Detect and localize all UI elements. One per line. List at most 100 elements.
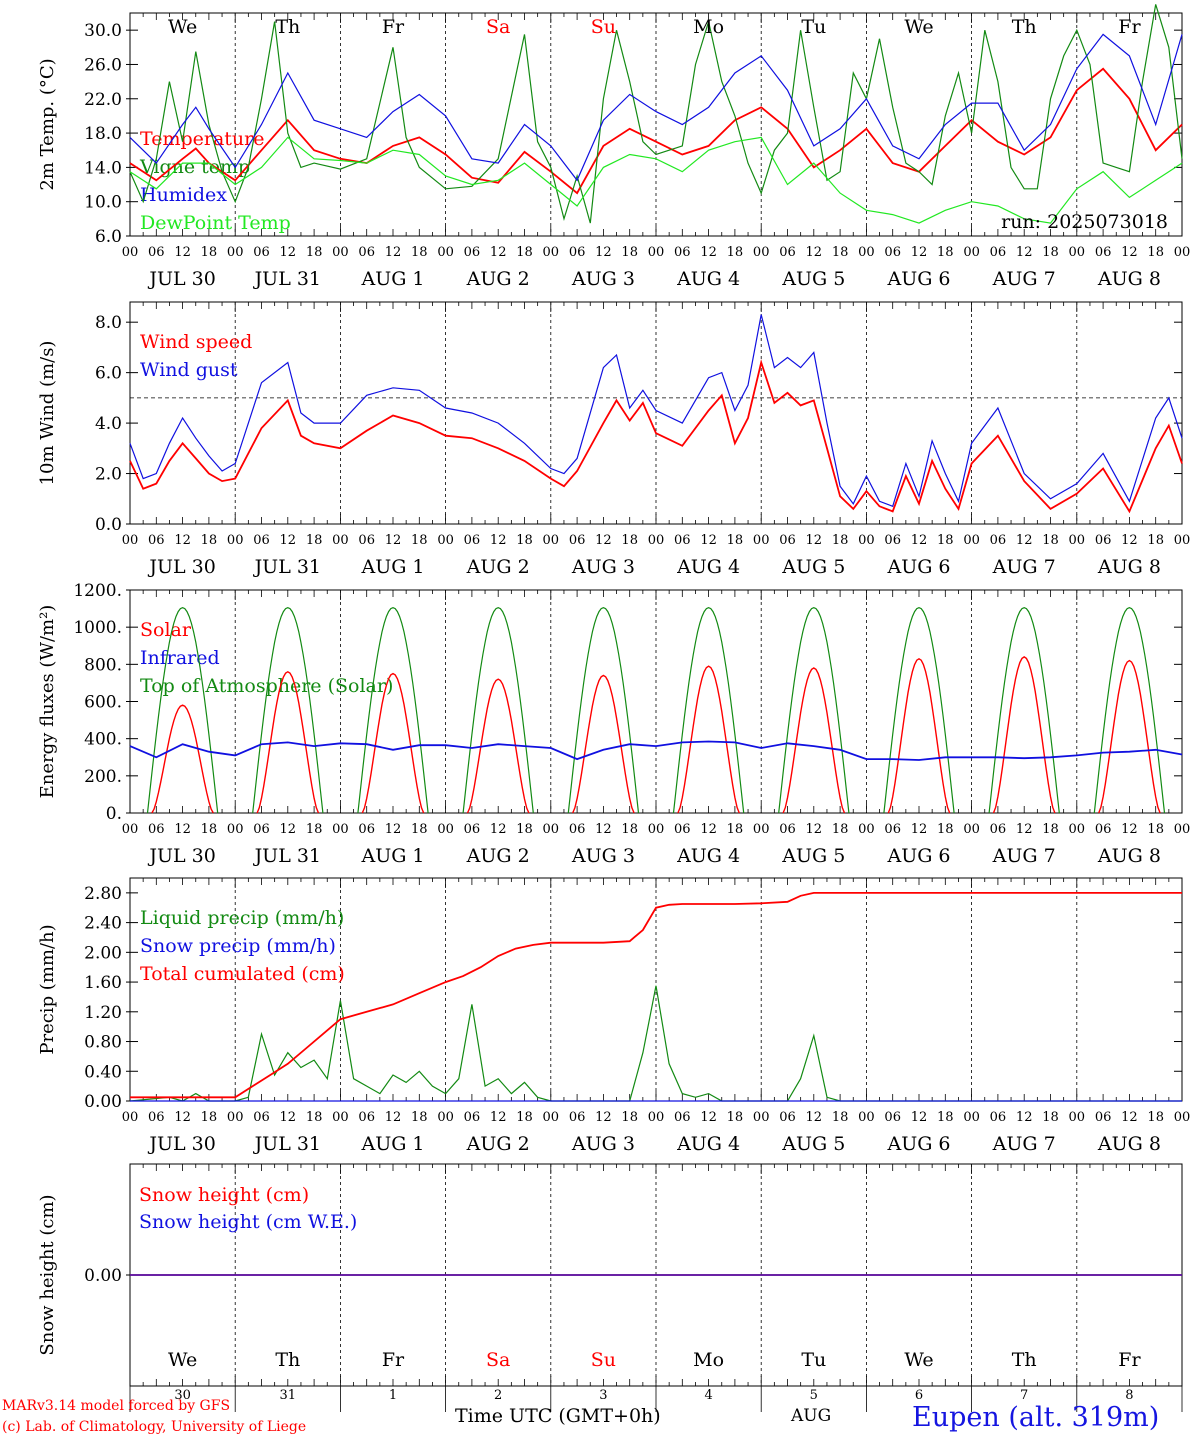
- energy-hour-label: 06: [569, 822, 586, 837]
- precip-hour-label: 18: [1147, 1110, 1164, 1125]
- temperature-hour-label: 12: [490, 245, 507, 260]
- snow-y-tick-label: 0.00: [84, 1266, 122, 1286]
- wind-hour-label: 00: [1174, 533, 1191, 548]
- day-number-label: 1: [389, 1388, 397, 1403]
- temperature-hour-label: 06: [253, 245, 270, 260]
- time-axis-label: Time UTC (GMT+0h): [455, 1405, 661, 1427]
- temperature-hour-label: 00: [332, 245, 349, 260]
- precip-hour-label: 00: [753, 1110, 770, 1125]
- energy-hour-label: 06: [253, 822, 270, 837]
- temperature-hour-label: 12: [1121, 245, 1138, 260]
- wind-hour-label: 12: [490, 533, 507, 548]
- model-credit-line1: MARv3.14 model forced by GFS: [2, 1398, 231, 1414]
- wind-hour-label: 18: [727, 533, 744, 548]
- day-number-label: 7: [1020, 1388, 1028, 1403]
- wind-hour-label: 00: [227, 533, 244, 548]
- temperature-hour-label: 00: [437, 245, 454, 260]
- wind-hour-label: 06: [990, 533, 1007, 548]
- temperature-hour-label: 18: [201, 245, 218, 260]
- energy-y-tick-label: 200.: [84, 767, 122, 787]
- wind-hour-label: 18: [832, 533, 849, 548]
- energy-legend-entry: Infrared: [140, 647, 220, 669]
- energy-y-tick-label: 1200.: [73, 581, 122, 601]
- wind-hour-label: 00: [543, 533, 560, 548]
- energy-hour-label: 00: [648, 822, 665, 837]
- temperature-hour-label: 18: [621, 245, 638, 260]
- temperature-hour-label: 06: [674, 245, 691, 260]
- energy-frame: [129, 589, 1183, 814]
- temperature-y-tick-label: 30.0: [84, 21, 122, 41]
- snow-y-axis-label: Snow height (cm): [37, 1194, 58, 1355]
- precip-hour-label: 12: [280, 1110, 297, 1125]
- energy-hour-label: 12: [174, 822, 191, 837]
- temperature-hour-label: 06: [779, 245, 796, 260]
- temperature-y-tick-label: 22.0: [84, 90, 122, 110]
- wind-date-label: JUL 30: [147, 556, 215, 578]
- weekday-label-bottom: Su: [591, 1349, 616, 1371]
- wind-hour-label: 06: [674, 533, 691, 548]
- precip-legend-entry: Snow precip (mm/h): [140, 935, 336, 957]
- energy-hour-label: 00: [858, 822, 875, 837]
- wind-hour-label: 18: [1147, 533, 1164, 548]
- temperature-hour-label: 12: [806, 245, 823, 260]
- precip-hour-label: 18: [306, 1110, 323, 1125]
- temperature-frame: [129, 12, 1183, 237]
- energy-hour-label: 12: [1016, 822, 1033, 837]
- energy-hour-label: 18: [1147, 822, 1164, 837]
- wind-y-tick-label: 4.0: [95, 414, 122, 434]
- temperature-hour-label: 18: [937, 245, 954, 260]
- wind-hour-label: 12: [806, 533, 823, 548]
- temperature-date-label: AUG 7: [992, 268, 1056, 290]
- energy-hour-label: 06: [884, 822, 901, 837]
- wind-series-wind-gust: [129, 314, 1183, 508]
- temperature-date-label: JUL 31: [253, 268, 321, 290]
- precip-hour-label: 12: [174, 1110, 191, 1125]
- wind-hour-label: 12: [700, 533, 717, 548]
- temperature-hour-label: 00: [858, 245, 875, 260]
- wind-date-label: AUG 5: [781, 556, 845, 578]
- station-label: Eupen (alt. 319m): [912, 1402, 1160, 1433]
- temperature-hour-label: 18: [727, 245, 744, 260]
- temperature-hour-label: 00: [1174, 245, 1191, 260]
- precip-hour-label: 18: [621, 1110, 638, 1125]
- wind-hour-label: 18: [621, 533, 638, 548]
- temperature-hour-label: 18: [1147, 245, 1164, 260]
- precip-date-label: AUG 5: [781, 1133, 845, 1155]
- weekday-label-bottom: Th: [1012, 1349, 1037, 1371]
- temperature-hour-label: 12: [174, 245, 191, 260]
- temperature-hour-label: 12: [595, 245, 612, 260]
- precip-hour-label: 06: [569, 1110, 586, 1125]
- precip-hour-label: 00: [332, 1110, 349, 1125]
- precip-hour-label: 00: [437, 1110, 454, 1125]
- weekday-label-bottom: Fr: [382, 1349, 405, 1371]
- month-label: AUG: [791, 1406, 832, 1426]
- precip-date-label: AUG 1: [360, 1133, 424, 1155]
- precip-hour-label: 00: [1069, 1110, 1086, 1125]
- wind-hour-label: 12: [911, 533, 928, 548]
- temperature-date-label: AUG 2: [466, 268, 530, 290]
- wind-series-wind-speed: [129, 359, 1183, 514]
- energy-date-label: AUG 8: [1097, 845, 1161, 867]
- precip-hour-label: 18: [411, 1110, 428, 1125]
- temperature-hour-label: 18: [516, 245, 533, 260]
- wind-date-label: AUG 8: [1097, 556, 1161, 578]
- precip-date-label: AUG 2: [466, 1133, 530, 1155]
- temperature-series-vigne-temp: [129, 4, 1183, 224]
- temperature-date-label: AUG 5: [781, 268, 845, 290]
- weekday-label-bottom: Sa: [486, 1349, 510, 1371]
- energy-y-axis-label: Energy fluxes (W/m²): [37, 605, 58, 799]
- wind-hour-label: 00: [122, 533, 139, 548]
- temperature-hour-label: 06: [358, 245, 375, 260]
- wind-hour-label: 00: [1069, 533, 1086, 548]
- energy-date-label: AUG 5: [781, 845, 845, 867]
- temperature-hour-label: 06: [148, 245, 165, 260]
- wind-date-label: JUL 31: [253, 556, 321, 578]
- precip-hour-label: 00: [963, 1110, 980, 1125]
- precip-hour-label: 18: [201, 1110, 218, 1125]
- precip-hour-label: 06: [464, 1110, 481, 1125]
- day-number-label: 4: [704, 1388, 712, 1403]
- precip-hour-label: 06: [990, 1110, 1007, 1125]
- temperature-legend-entry: DewPoint Temp: [140, 212, 291, 234]
